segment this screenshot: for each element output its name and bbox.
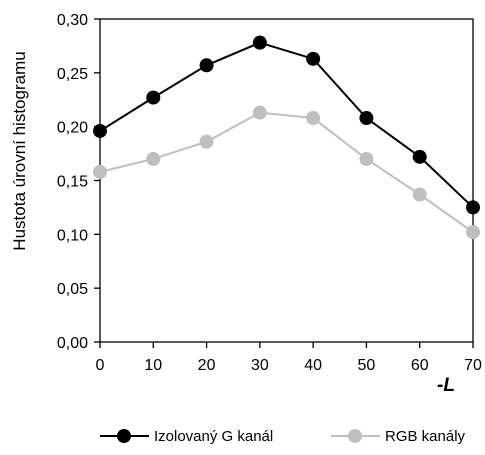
legend-label-series-1: Izolovaný G kanál	[154, 428, 273, 445]
x-tick-label: 20	[198, 357, 216, 374]
legend-label-series-2: RGB kanály	[385, 428, 466, 445]
series-1-point	[359, 111, 374, 126]
x-tick-label: 0	[96, 357, 105, 374]
y-tick-label: 0,25	[57, 66, 88, 83]
y-axis-title: Hustota úrovní histogramu	[10, 51, 29, 250]
x-tick-label: 10	[144, 357, 162, 374]
series-2	[93, 105, 480, 240]
axis-tick-labels: 0,00 0,05 0,10 0,15 0,20 0,25 0,30 0 10 20 30 40 50 6…	[57, 12, 482, 374]
series-2-line	[99, 111, 474, 233]
axis-ticks	[94, 18, 474, 348]
legend-item-series-1: Izolovaný G kanál	[100, 428, 273, 445]
series-1-line	[99, 41, 474, 209]
x-tick-label: 30	[251, 357, 269, 374]
series-1-point	[199, 58, 214, 73]
series-2-point	[252, 105, 267, 120]
x-tick-label: 70	[464, 357, 482, 374]
legend-marker-series-2	[348, 429, 362, 443]
series-2-point	[359, 151, 374, 166]
series-2-point	[306, 111, 321, 126]
series-2-point	[146, 151, 161, 166]
series-1-point	[146, 90, 161, 105]
y-tick-label: 0,05	[57, 281, 88, 298]
y-tick-label: 0,30	[57, 12, 88, 29]
series-1-point	[466, 200, 480, 215]
x-tick-label: 40	[304, 357, 322, 374]
y-tick-label: 0,10	[57, 227, 88, 244]
plot-frame	[99, 18, 474, 343]
legend-item-series-2: RGB kanály	[331, 428, 466, 445]
y-tick-label: 0,00	[57, 335, 88, 352]
series-2-point	[466, 225, 480, 240]
legend-marker-series-1	[117, 429, 131, 443]
y-tick-label: 0,20	[57, 120, 88, 137]
x-tick-label: 60	[411, 357, 429, 374]
series-1-point	[93, 123, 107, 138]
series-1-point	[412, 149, 427, 164]
x-axis-title: -L	[437, 375, 455, 396]
legend: Izolovaný G kanál RGB kanály	[100, 428, 466, 445]
series-1	[93, 35, 480, 215]
x-tick-label: 50	[358, 357, 376, 374]
series-1-point	[252, 35, 267, 50]
series-2-point	[412, 187, 427, 202]
series-2-point	[199, 134, 214, 149]
y-tick-label: 0,15	[57, 174, 88, 191]
series-1-point	[306, 51, 321, 66]
series-layer	[93, 35, 480, 240]
plot-area-border	[99, 18, 474, 343]
series-2-point	[93, 164, 107, 179]
